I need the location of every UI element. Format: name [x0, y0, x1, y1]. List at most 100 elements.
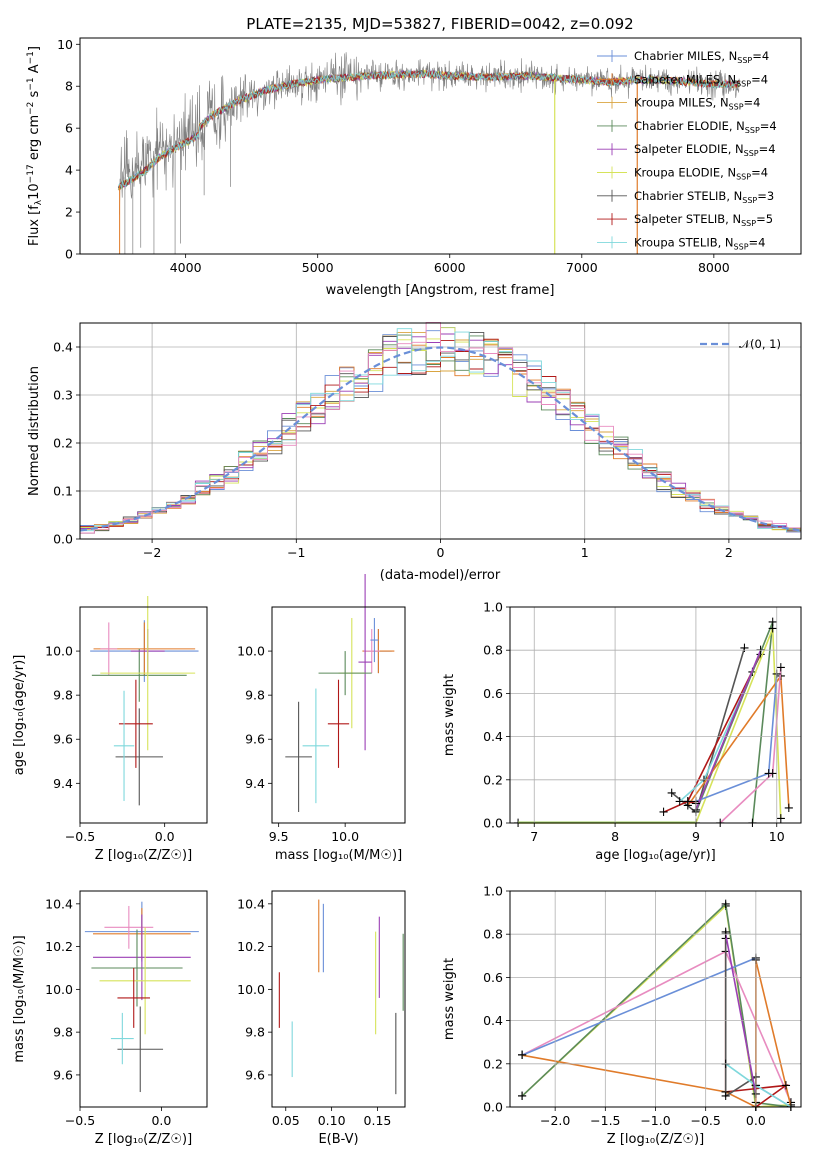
y-tick-label: 9.6	[53, 732, 73, 747]
x-tick-label: 0	[437, 545, 445, 560]
weight-age-marker-kroupa_stelib: +	[674, 794, 685, 809]
axes-frame	[509, 606, 802, 824]
histogram-kroupa_stelib	[80, 328, 801, 533]
y-tick-label: 0.8	[483, 643, 503, 658]
y-tick-label: 0.3	[53, 388, 73, 403]
x-tick-label: 0.15	[364, 1113, 392, 1128]
weight-z-marker-salpeter_miles: +	[517, 1048, 528, 1063]
histogram-steps	[80, 321, 801, 534]
histogram-axes-frame	[79, 322, 802, 540]
y-axis-label: mass weight	[442, 958, 457, 1040]
x-tick-label: 7000	[566, 260, 598, 275]
x-tick-label: 5000	[302, 260, 334, 275]
y-tick-label: 2	[65, 205, 73, 220]
y-tick-label: 10	[57, 37, 73, 52]
x-axis-label: Z [log₁₀(Z/Z☉)]	[607, 1132, 704, 1147]
y-tick-label: 0.4	[483, 729, 503, 744]
age-vs-mass-panel: 9.5 10.0 9.4 9.6 9.8 10.0 mass [log₁₀(M/M☉)]	[237, 573, 406, 863]
y-tick-label: 9.4	[245, 776, 265, 791]
weight-age-line-purple	[695, 649, 762, 811]
y-tick-label: 9.6	[245, 1067, 265, 1082]
panel-content: +++++++++++++ ++++++++++++++++	[513, 615, 795, 831]
y-tick-label: 0.8	[483, 927, 503, 942]
y-tick-label: 9.8	[53, 1025, 73, 1040]
normal-curve	[79, 346, 802, 532]
axes-frame	[79, 606, 208, 824]
x-tick-label: 1	[581, 545, 589, 560]
y-tick-label: 0.2	[53, 436, 73, 451]
weight-z-marker-kroupa_stelib: +	[720, 1057, 731, 1072]
legend-label-salpeter_elodie: Salpeter ELODIE, NSSP=4	[634, 142, 776, 158]
weight-age-line-salpeter_stelib	[663, 654, 762, 813]
weight-age-marker-salpeter_stelib: +	[682, 794, 693, 809]
residual-histogram-panel: −2 −1 0 1 2 0.0 0.1 0.2 0.3 0.4 (data-model)/erro…	[27, 321, 802, 583]
y-tick-label: 9.6	[245, 732, 265, 747]
x-tick-label: −1.5	[590, 1113, 620, 1128]
y-tick-label: 1.0	[483, 884, 503, 899]
panel-content	[84, 901, 199, 1093]
x-tick-label: 4000	[170, 260, 202, 275]
x-tick-label: 10	[769, 829, 785, 844]
weight-z-line-chabrier_elodie	[521, 902, 792, 1108]
weight-age-marker-salpeter_stelib: +	[658, 805, 669, 820]
axes-frame	[509, 890, 802, 1108]
legend-label-kroupa_miles: Kroupa MILES, NSSP=4	[634, 96, 760, 112]
x-tick-label: 8	[611, 829, 619, 844]
x-tick-label: 6000	[434, 260, 466, 275]
weight-z-marker-pink: +	[786, 1096, 797, 1111]
x-tick-label: −2	[143, 545, 161, 560]
spectrum-ticks: 4000 5000 6000 7000 8000 0 2 4 6 8 10	[57, 37, 730, 275]
x-tick-label: −1.0	[640, 1113, 670, 1128]
legend-label-chabrier_elodie: Chabrier ELODIE, NSSP=4	[634, 119, 777, 135]
histogram-xlabel: (data-model)/error	[380, 568, 501, 583]
weight-age-line-pink	[719, 667, 782, 824]
weight-age-marker-pink: +	[767, 766, 778, 781]
y-tick-label: 0.4	[483, 1013, 503, 1028]
x-tick-label: 0.0	[155, 829, 175, 844]
y-tick-label: 9.8	[245, 688, 265, 703]
y-axis-label: mass weight	[442, 674, 457, 756]
legend-label-kroupa_stelib: Kroupa STELIB, NSSP=4	[634, 235, 765, 251]
mass-vs-ebv-panel: 0.05 0.10 0.15 9.6 9.8 10.0 10.2 10.4 E(B-V)	[237, 890, 406, 1147]
weight-age-marker-pink: +	[775, 660, 786, 675]
x-tick-label: 0.0	[746, 1113, 766, 1128]
legend-label-chabrier_stelib: Chabrier STELIB, NSSP=3	[634, 189, 774, 205]
x-axis-label: E(B-V)	[318, 1132, 358, 1147]
weight-age-marker-salpeter_stelib: +	[755, 648, 766, 663]
y-tick-label: 10.0	[237, 644, 265, 659]
axes-frame	[79, 890, 208, 1108]
y-tick-label: 8	[65, 79, 73, 94]
y-tick-label: 10.4	[45, 896, 73, 911]
weight-z-marker-salpeter_stelib: +	[780, 1078, 791, 1093]
axes-frame	[271, 890, 406, 1108]
legend-label-salpeter_miles: Salpeter MILES, NSSP=4	[634, 72, 768, 88]
massweight-vs-metallicity-panel: +++ ++++ +++++++++++++++ ++++++++++−2.0 −1.5…	[442, 884, 802, 1147]
histogram-salpeter_stelib	[80, 338, 801, 532]
x-tick-label: 0.0	[151, 1113, 171, 1128]
spectrum-legend: Chabrier MILES, NSSP=4 Salpeter MILES, NS…	[597, 49, 777, 251]
weight-age-marker-chabrier_stelib: +	[666, 786, 677, 801]
weight-age-marker-salpeter_miles: +	[783, 801, 794, 816]
histogram-ylabel: Normed distribution	[27, 366, 42, 496]
x-tick-label: −0.5	[65, 1113, 95, 1128]
spectrum-xlabel: wavelength [Angstrom, rest frame]	[326, 283, 555, 298]
y-tick-label: 0.4	[53, 340, 73, 355]
weight-z-marker-purple: +	[720, 927, 731, 942]
weight-z-marker-kroupa_elodie: +	[517, 1089, 528, 1104]
weight-age-marker-purple: +	[755, 643, 766, 658]
legend-normal-label: 𝒩(0, 1)	[739, 337, 781, 351]
spectrum-panel: 4000 5000 6000 7000 8000 0 2 4 6 8 10 wavelength […	[26, 37, 802, 298]
weight-age-line-salpeter_stelib	[687, 800, 697, 805]
weight-age-marker-kroupa_stelib: +	[699, 773, 710, 788]
y-tick-label: 0.0	[483, 1100, 503, 1115]
weight-age-marker-kroupa_elodie: +	[767, 622, 778, 637]
panel-ticks: 9.5 10.0 9.4 9.6 9.8 10.0	[237, 644, 359, 844]
histogram-pink	[80, 321, 801, 534]
weight-z-line-purple	[724, 934, 757, 1095]
x-tick-label: −1	[287, 545, 305, 560]
y-tick-label: 10.0	[237, 982, 265, 997]
panel-ticks: −0.5 0.0 9.4 9.6 9.8 10.0	[45, 644, 174, 844]
weight-z-marker-chabrier_stelib: +	[720, 1089, 731, 1104]
spectrum-model-lines	[117, 69, 740, 254]
